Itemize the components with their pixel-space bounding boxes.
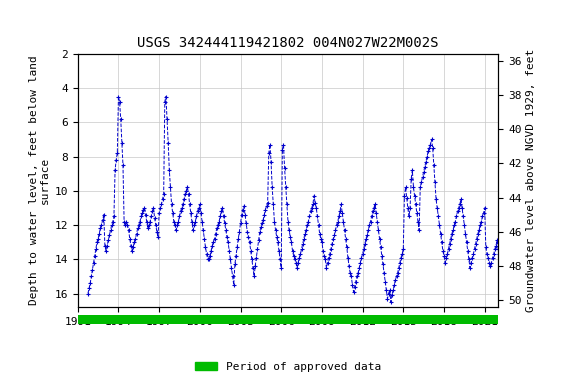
Title: USGS 342444119421802 004N027W22M002S: USGS 342444119421802 004N027W22M002S xyxy=(137,36,439,50)
Legend: Period of approved data: Period of approved data xyxy=(191,358,385,377)
Y-axis label: Depth to water level, feet below land
surface: Depth to water level, feet below land su… xyxy=(29,56,50,305)
Y-axis label: Groundwater level above NGVD 1929, feet: Groundwater level above NGVD 1929, feet xyxy=(526,49,536,312)
